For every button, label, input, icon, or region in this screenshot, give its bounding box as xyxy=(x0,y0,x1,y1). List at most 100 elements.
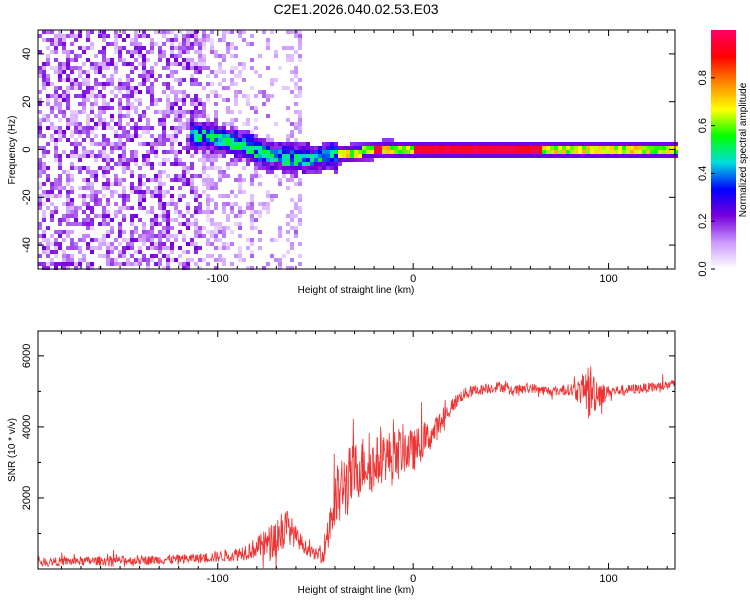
spectrogram-cell xyxy=(158,138,162,142)
spectrogram-cell xyxy=(126,74,130,78)
spectrogram-cell xyxy=(386,154,390,158)
spectrogram-cell xyxy=(158,222,162,226)
spectrogram-cell xyxy=(62,78,66,82)
spectrogram-cell xyxy=(210,198,214,202)
spectrogram-cell xyxy=(114,162,118,166)
spectrogram-cell xyxy=(194,118,198,122)
spectrogram-cell xyxy=(226,166,230,170)
spectrogram-cell xyxy=(490,142,494,146)
spectrogram-cell xyxy=(202,130,206,134)
spectrogram-cell xyxy=(250,142,254,146)
spectrogram-cell xyxy=(498,146,502,150)
spectrogram-cell xyxy=(318,162,322,166)
spectrogram-cell xyxy=(74,122,78,126)
spectrogram-cell xyxy=(206,242,210,246)
spectrogram-cell xyxy=(562,146,566,150)
spectrogram-cell xyxy=(70,70,74,74)
spectrogram-cell xyxy=(122,214,126,218)
spectrogram-cell xyxy=(534,154,538,158)
spectrogram-cell xyxy=(350,158,354,162)
spectrogram-cell xyxy=(70,246,74,250)
spectrogram-cell xyxy=(158,54,162,58)
spectrogram-cell xyxy=(38,262,42,266)
spectrogram-cell xyxy=(78,238,82,242)
spectrogram-cell xyxy=(426,154,430,158)
spectrogram-cell xyxy=(54,186,58,190)
spectrogram-cell xyxy=(74,142,78,146)
spectrogram-cell xyxy=(162,66,166,70)
spectrogram-cell xyxy=(70,130,74,134)
spectrogram-cell xyxy=(50,126,54,130)
spectrogram-cell xyxy=(366,142,370,146)
spectrogram-cell xyxy=(230,42,234,46)
spectrogram-cell xyxy=(70,238,74,242)
spectrogram-cell xyxy=(198,66,202,70)
spectrogram-cell xyxy=(118,122,122,126)
spectrogram-cell xyxy=(86,234,90,238)
spectrogram-cell xyxy=(222,38,226,42)
spectrogram-cell xyxy=(398,146,402,150)
spectrogram-cell xyxy=(238,158,242,162)
spectrogram-cell xyxy=(66,246,70,250)
spectrogram-cell xyxy=(238,90,242,94)
spectrogram-cell xyxy=(190,222,194,226)
spectrogram-cell xyxy=(38,162,42,166)
spectrogram-cell xyxy=(194,250,198,254)
spectrogram-cell xyxy=(334,166,338,170)
spectrogram-cell xyxy=(50,190,54,194)
spectrogram-cell xyxy=(114,258,118,262)
spectrogram-cell xyxy=(126,262,130,266)
spectrogram-cell xyxy=(114,214,118,218)
spectrogram-cell xyxy=(130,106,134,110)
spectrogram-cell xyxy=(198,38,202,42)
spectrogram-cell xyxy=(194,150,198,154)
spectrogram-cell xyxy=(634,150,638,154)
spectrogram-cell xyxy=(102,54,106,58)
spectrogram-cell xyxy=(230,158,234,162)
spectrogram-cell xyxy=(110,242,114,246)
spectrogram-cell xyxy=(58,154,62,158)
spectrogram-cell xyxy=(450,142,454,146)
spectrogram-cell xyxy=(270,198,274,202)
spectrogram-cell xyxy=(214,146,218,150)
spectrogram-cell xyxy=(574,150,578,154)
spectrogram-cell xyxy=(354,154,358,158)
spectrogram-cell xyxy=(138,198,142,202)
spectrogram-cell xyxy=(670,154,674,158)
spectrogram-cell xyxy=(210,42,214,46)
spectrogram-cell xyxy=(130,218,134,222)
spectrogram-cell xyxy=(234,158,238,162)
spectrogram-cell xyxy=(106,34,110,38)
spectrogram-cell xyxy=(150,90,154,94)
spectrogram-cell xyxy=(274,142,278,146)
spectrogram-cell xyxy=(58,62,62,66)
spectrogram-cell xyxy=(98,166,102,170)
spectrogram-cell xyxy=(634,146,638,150)
spectrogram-cell xyxy=(522,150,526,154)
spectrogram-cell xyxy=(78,54,82,58)
spectrogram-cell xyxy=(114,134,118,138)
spectrogram-cell xyxy=(114,50,118,54)
spectrogram-cell xyxy=(278,158,282,162)
spectrogram-cell xyxy=(186,226,190,230)
spectrogram-cell xyxy=(50,138,54,142)
spectrogram-cell xyxy=(86,46,90,50)
spectrogram-cell xyxy=(370,154,374,158)
spectrogram-cell xyxy=(82,254,86,258)
spectrogram-cell xyxy=(298,222,302,226)
spectrogram-cell xyxy=(638,142,642,146)
spectrogram-cell xyxy=(530,154,534,158)
spectrogram-cell xyxy=(42,154,46,158)
spectrogram-cell xyxy=(222,30,226,34)
spectrogram-cell xyxy=(222,86,226,90)
spectrogram-cell xyxy=(146,142,150,146)
spectrogram-cell xyxy=(170,146,174,150)
spectrogram-cell xyxy=(74,82,78,86)
spectrogram-cell xyxy=(162,142,166,146)
spectrogram-cell xyxy=(134,98,138,102)
spectrogram-cell xyxy=(298,46,302,50)
spectrogram-cell xyxy=(238,174,242,178)
spectrogram-cell xyxy=(198,258,202,262)
colorbar-tick-label: 0.0 xyxy=(697,261,709,276)
spectrogram-cell xyxy=(206,94,210,98)
